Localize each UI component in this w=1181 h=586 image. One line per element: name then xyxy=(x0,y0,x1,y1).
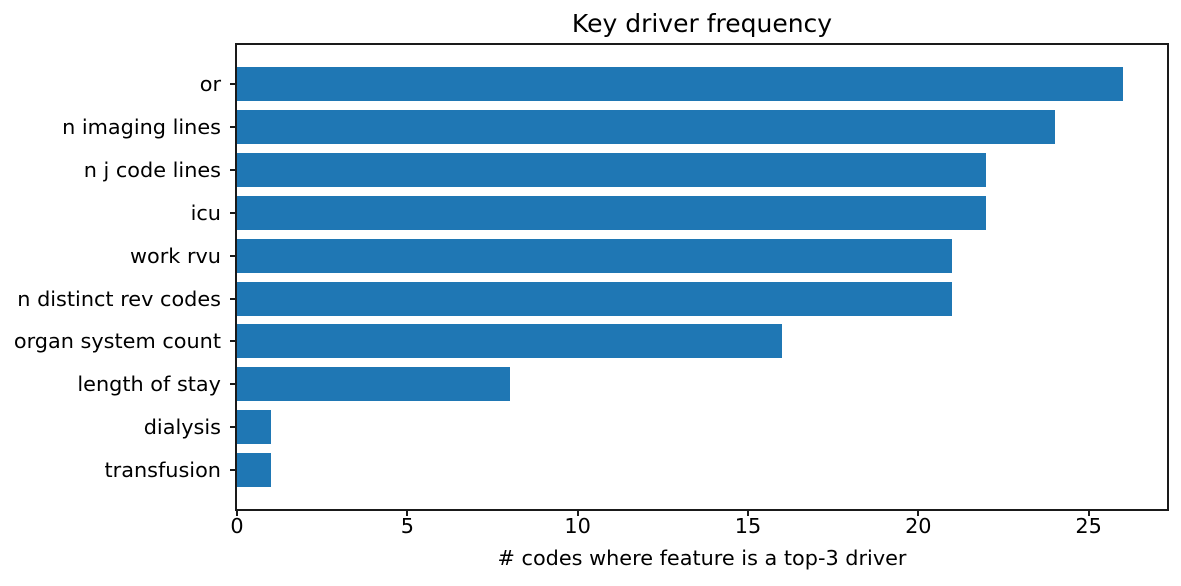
bar xyxy=(237,453,272,488)
x-tick-label: 15 xyxy=(734,514,762,538)
bar xyxy=(237,109,1055,144)
y-tick-label: or xyxy=(199,72,221,96)
x-tick-label: 10 xyxy=(564,514,591,538)
bar xyxy=(237,281,953,316)
chart-title: Key driver frequency xyxy=(571,9,833,38)
x-tick xyxy=(406,509,409,516)
y-tick xyxy=(230,168,237,171)
y-tick xyxy=(230,469,237,472)
y-tick-label: n imaging lines xyxy=(62,114,221,139)
y-tick-label: dialysis xyxy=(143,415,221,440)
y-tick xyxy=(230,340,237,343)
y-tick xyxy=(230,83,237,85)
bar xyxy=(237,67,1123,101)
x-axis-label: # codes where feature is a top-3 driver xyxy=(497,546,907,570)
x-tick xyxy=(576,509,579,516)
y-tick xyxy=(230,211,237,214)
y-tick-label: organ system count xyxy=(13,329,221,354)
y-tick xyxy=(230,426,237,429)
y-tick-label: n distinct rev codes xyxy=(17,286,221,311)
y-tick-label: work rvu xyxy=(130,243,221,268)
bar xyxy=(237,410,272,445)
bar xyxy=(237,324,783,359)
x-tick xyxy=(1087,509,1090,516)
y-tick-label: n j code lines xyxy=(83,157,221,182)
x-tick xyxy=(746,509,749,516)
x-tick xyxy=(917,509,920,516)
x-tick-label: 5 xyxy=(400,514,414,538)
y-tick-label: icu xyxy=(190,200,221,225)
bar xyxy=(237,195,987,230)
y-tick xyxy=(230,125,237,128)
bar xyxy=(237,367,510,402)
x-tick-label: 20 xyxy=(905,514,932,538)
y-tick xyxy=(230,297,237,300)
x-tick xyxy=(236,509,238,516)
x-tick-label: 0 xyxy=(230,514,244,538)
y-tick xyxy=(230,254,237,257)
y-tick-label: transfusion xyxy=(104,458,222,483)
y-tick xyxy=(230,383,237,386)
x-tick-label: 25 xyxy=(1075,514,1102,538)
y-tick-label: length of stay xyxy=(77,372,221,397)
bar xyxy=(237,152,987,187)
plot-area xyxy=(235,43,1169,511)
bar xyxy=(237,238,953,273)
